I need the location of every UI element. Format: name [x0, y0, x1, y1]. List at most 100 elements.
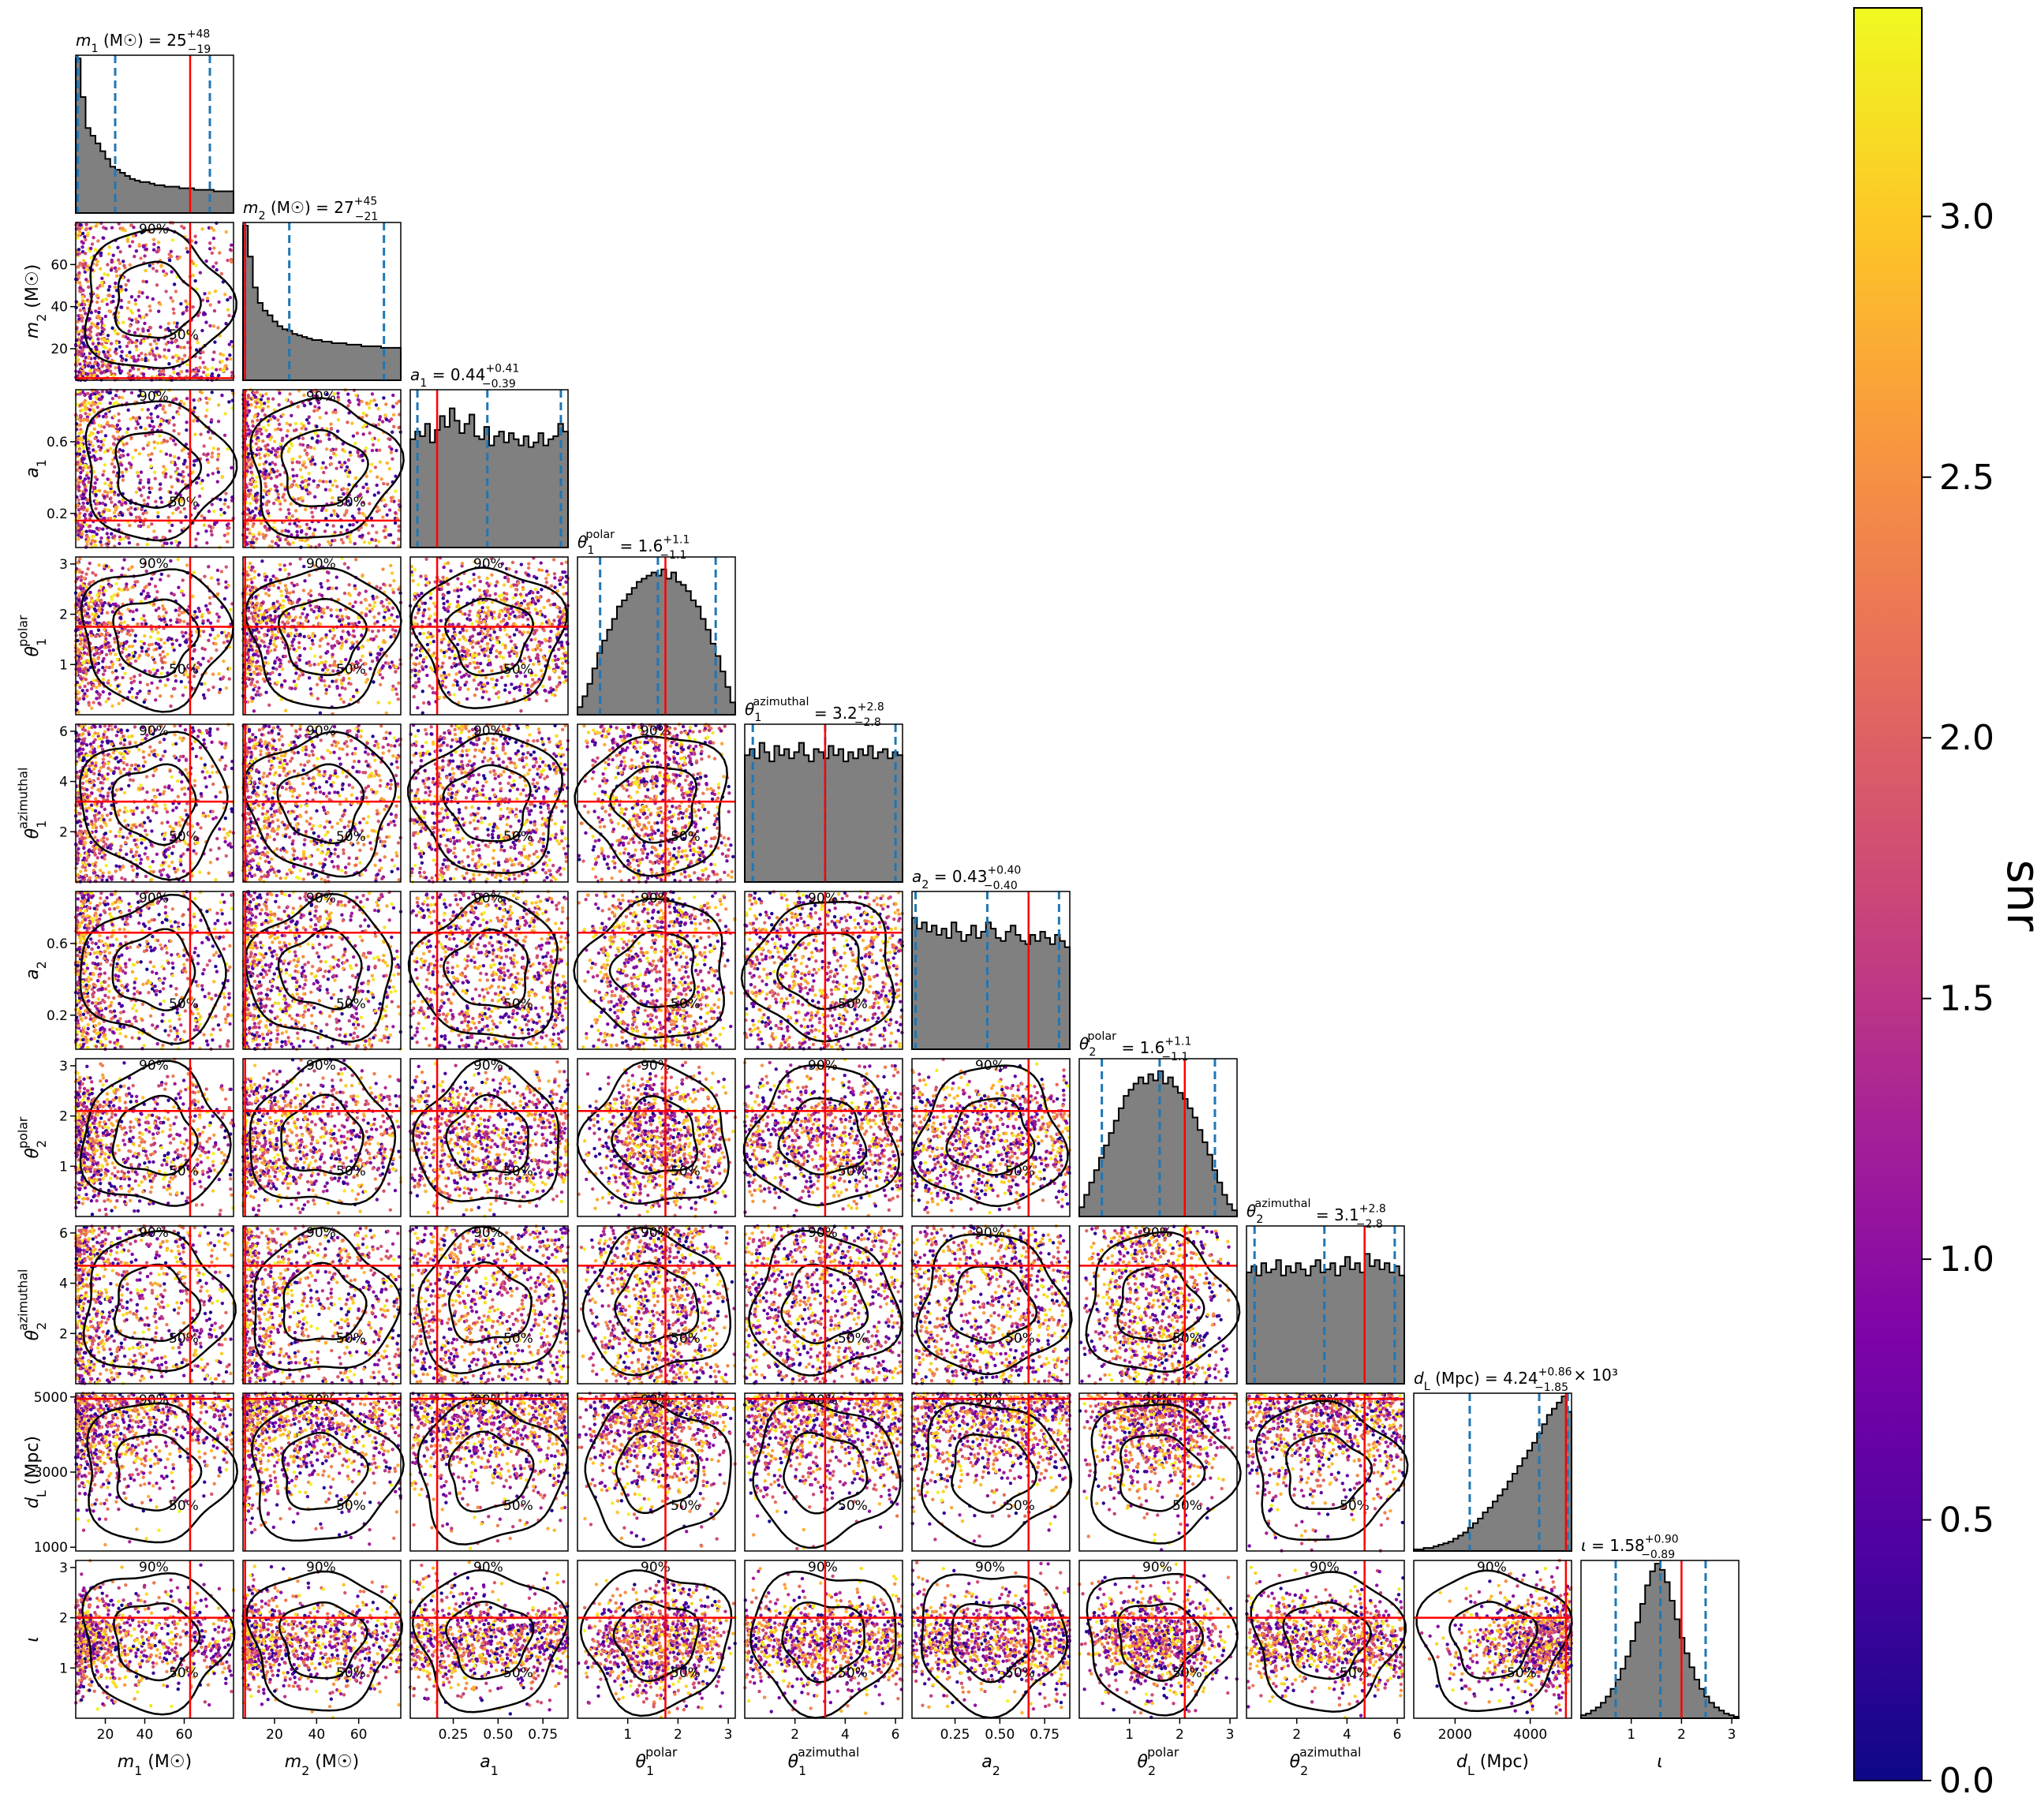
contour-label-90: 90% — [139, 1560, 169, 1575]
contour-label-50: 50% — [503, 829, 533, 845]
contour-label-50: 50% — [1507, 1665, 1537, 1681]
x-tick-label-a1: 0.50 — [483, 1727, 513, 1743]
x-tick-label-a1: 0.75 — [528, 1727, 558, 1743]
contour-label-50: 50% — [169, 495, 199, 510]
panel-theta2p-theta2a: 90%50% — [1079, 1224, 1239, 1385]
x-tick-label-m2: 60 — [350, 1727, 368, 1743]
x-axis-label-theta2a: θ2azimuthal — [1290, 1745, 1362, 1778]
contour-label-50: 50% — [336, 1331, 366, 1347]
y-tick-label-theta2p: 3 — [59, 1059, 68, 1074]
y-tick-label-m2: 60 — [50, 257, 68, 273]
panel-a1-a1: a1 = 0.44+0.41−0.39 — [410, 363, 568, 548]
panel-theta1a-dL: 90%50% — [743, 1392, 904, 1551]
contour-label-90: 90% — [975, 1392, 1005, 1408]
x-tick-label-a2: 0.75 — [1030, 1727, 1060, 1743]
contour-label-90: 90% — [306, 1560, 336, 1575]
panel-m2-a2: 90%50% — [241, 890, 402, 1051]
x-tick-label-theta1a: 2 — [791, 1727, 799, 1743]
x-tick-label-m1: 20 — [97, 1727, 114, 1743]
contour-label-50: 50% — [1005, 1331, 1035, 1347]
contour-label-90: 90% — [1142, 1225, 1172, 1241]
x-axis-label-theta2p: θ2polar — [1138, 1745, 1179, 1778]
x-tick-label-iota: 3 — [1728, 1727, 1736, 1743]
y-tick-label-theta2p: 1 — [59, 1159, 68, 1175]
panel-a1-theta2p: 90%50% — [409, 1058, 570, 1218]
contour-label-90: 90% — [473, 1560, 503, 1575]
panel-theta1p-theta1a: 90%50% — [575, 723, 735, 884]
contour-label-90: 90% — [808, 1225, 838, 1241]
panel-m2-a1: 90%50% — [241, 388, 404, 549]
colorbar-label: snr — [1997, 860, 2037, 932]
svg-text:m2 (M☉): m2 (M☉) — [23, 264, 49, 338]
panel-a1-theta1p: 90%50% — [409, 556, 570, 715]
panel-a2-theta2p: 90%50% — [910, 1058, 1071, 1216]
y-tick-label-theta1p: 3 — [59, 557, 68, 573]
panel-theta1a-theta2a: 90%50% — [743, 1224, 904, 1385]
contour-label-50: 50% — [1005, 1498, 1035, 1514]
x-tick-label-m2: 20 — [266, 1727, 283, 1743]
x-tick-label-theta2p: 1 — [1125, 1727, 1134, 1743]
title-a2: a2 = 0.43+0.40−0.40 — [912, 865, 1021, 893]
panel-m2-m2: m2 (M☉) = 27+45−21 — [243, 196, 401, 381]
histogram-theta2p — [1079, 1071, 1237, 1216]
histogram-m2 — [243, 226, 401, 380]
x-tick-label-theta1p: 3 — [724, 1727, 733, 1743]
contour-label-90: 90% — [473, 556, 503, 572]
x-axis-label-m2: m2 (M☉) — [285, 1752, 359, 1778]
contour-label-90: 90% — [306, 556, 336, 572]
y-tick-label-a1: 0.6 — [47, 435, 68, 450]
x-tick-label-theta2a: 6 — [1393, 1727, 1402, 1743]
y-tick-label-theta2a: 2 — [59, 1326, 68, 1342]
contour-label-90: 90% — [306, 1392, 336, 1408]
x-axis-label-a2: a2 — [981, 1752, 1000, 1778]
contour-label-90: 90% — [139, 556, 169, 572]
y-axis-label-theta2p: θ2polar — [16, 1116, 49, 1158]
x-tick-label-theta2a: 2 — [1292, 1727, 1301, 1743]
panel-m2-theta1a: 90%50% — [241, 723, 402, 884]
x-tick-label-theta1p: 2 — [674, 1727, 682, 1743]
contour-label-50: 50% — [169, 1498, 199, 1514]
x-axis-label-a1: a1 — [480, 1752, 499, 1778]
contour-label-50: 50% — [671, 1665, 701, 1681]
contour-label-90: 90% — [1142, 1392, 1172, 1408]
panel-a2-theta2a: 90%50% — [910, 1224, 1072, 1385]
x-tick-label-iota: 1 — [1627, 1727, 1635, 1743]
contour-label-50: 50% — [671, 829, 701, 845]
panel-theta2p-dL: 90% 50% — [1078, 1392, 1241, 1552]
x-tick-label-m1: 60 — [176, 1727, 193, 1743]
panel-a1-dL: 90%50% — [409, 1392, 570, 1551]
contour-label-90: 90% — [1310, 1560, 1340, 1575]
y-tick-label-dL: 1000 — [34, 1540, 68, 1556]
y-tick-label-theta2a: 4 — [59, 1276, 68, 1292]
contour-label-50: 50% — [503, 1665, 533, 1681]
contour-label-90: 90% — [139, 723, 169, 739]
contour-label-90: 90% — [975, 1058, 1005, 1074]
panel-a1-theta2a: 90%50% — [409, 1224, 570, 1385]
panel-m2-theta1p: 90%50% — [241, 556, 402, 716]
y-tick-label-iota: 2 — [59, 1611, 68, 1627]
contour-label-90: 90% — [473, 891, 503, 906]
x-tick-label-dL: 4000 — [1513, 1727, 1547, 1743]
colorbar: 0.00.51.01.52.02.53.0snr — [1854, 8, 2037, 1801]
panel-m1-a1: 90%50%0.20.6a1 — [23, 388, 237, 549]
contour-label-50: 50% — [503, 1498, 533, 1514]
y-tick-label-a2: 0.6 — [47, 936, 68, 952]
y-tick-label-theta2p: 2 — [59, 1109, 68, 1125]
contour-label-90: 90% — [306, 1058, 336, 1074]
panel-theta1a-theta1a: θ1azimuthal = 3.2+2.8−2.8 — [745, 696, 903, 882]
contour-label-50: 50% — [671, 1498, 701, 1514]
histogram-theta1a — [745, 743, 903, 882]
panel-theta2a-theta2a: θ2azimuthal = 3.1+2.8−2.8 — [1246, 1198, 1404, 1384]
contour-label-50: 50% — [1172, 1498, 1202, 1514]
y-tick-label-theta2a: 6 — [59, 1226, 68, 1242]
contour-label-90: 90% — [139, 1392, 169, 1408]
